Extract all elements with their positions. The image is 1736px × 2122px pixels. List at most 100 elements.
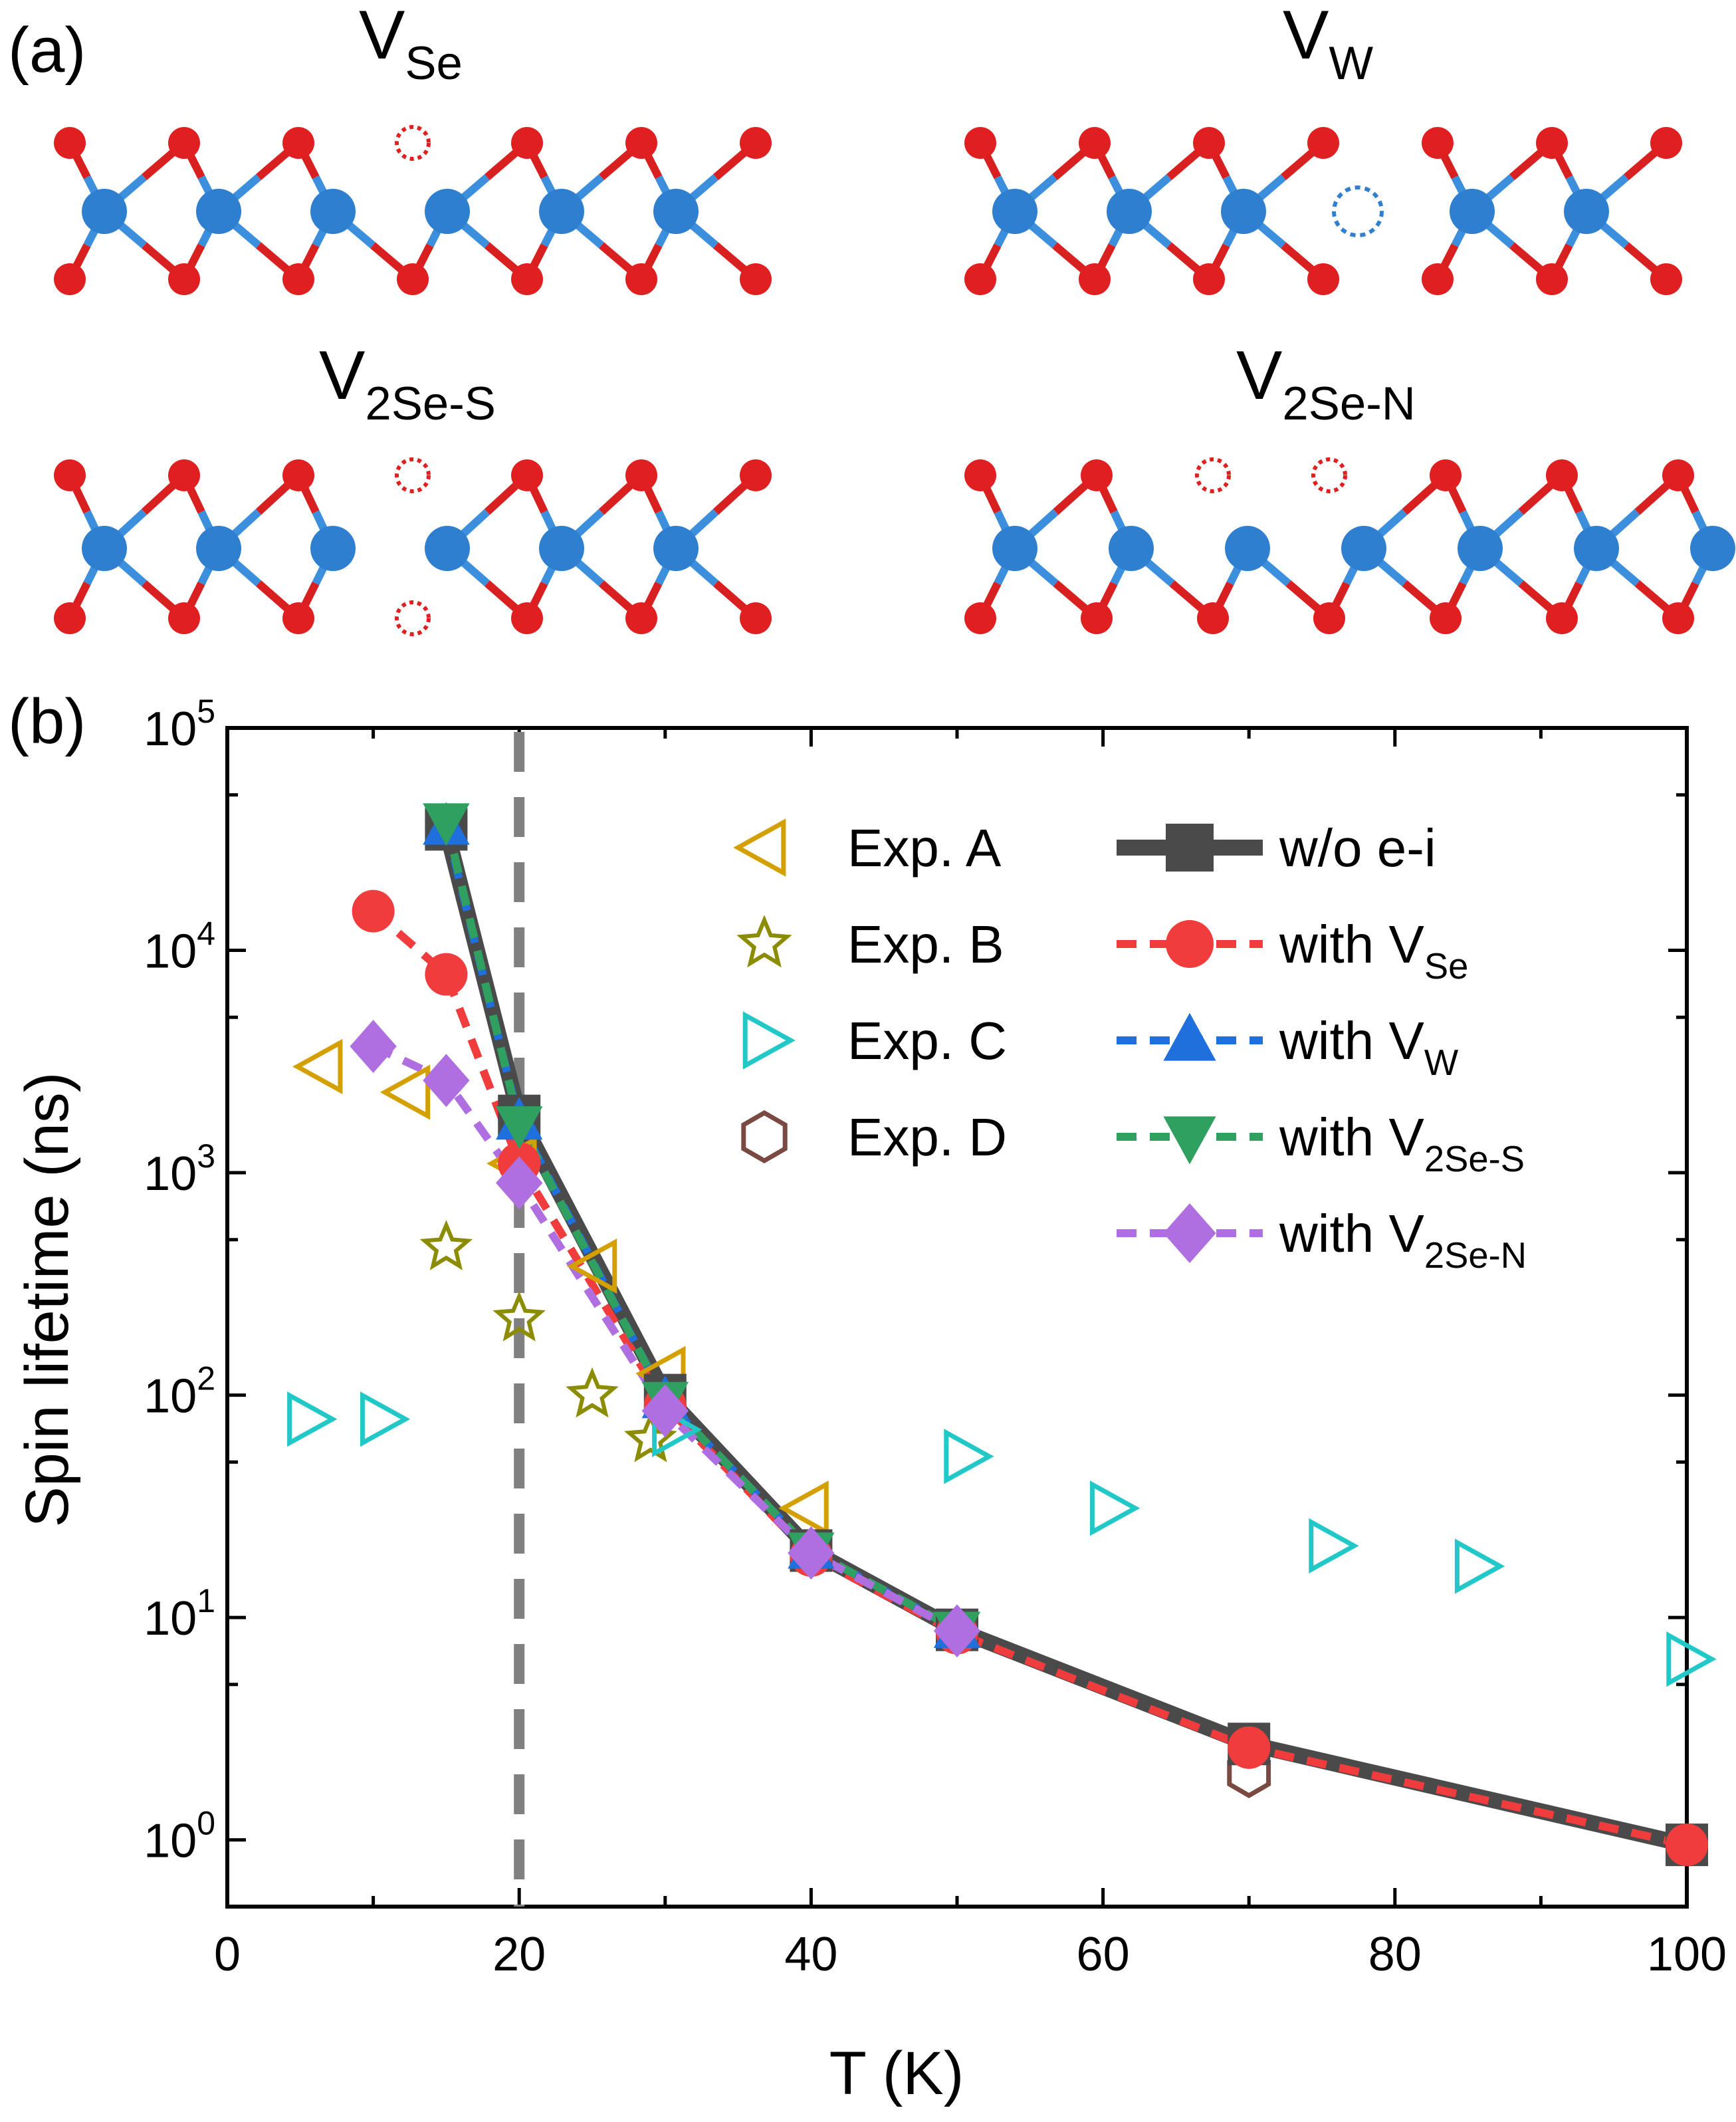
- chalcogen-atom: [54, 459, 86, 491]
- legend-label-with-VW-base: with V: [1279, 1011, 1424, 1070]
- y-tick-base: 10: [144, 1370, 197, 1423]
- chalcogen-atom: [282, 459, 314, 491]
- structure-label-VW-sub: W: [1329, 37, 1373, 89]
- marker-Exp--B: [566, 1367, 619, 1418]
- chalcogen-atom: [740, 459, 772, 491]
- x-tick-label: 20: [492, 1928, 546, 1981]
- series-line-with-VSe: [370, 908, 1688, 1849]
- legend-label-with-VW: with VW: [1279, 1011, 1459, 1083]
- marker-with-VSe: [1666, 1824, 1708, 1867]
- defect-structures: [54, 125, 1735, 636]
- marker-Exp--C: [1089, 1480, 1140, 1536]
- marker-with-V2Se-N: [933, 1604, 981, 1658]
- structure-label-V2Se-N-base: V: [1236, 337, 1282, 414]
- x-tick-label: 80: [1368, 1928, 1422, 1981]
- legend-label-with-VSe-sub: Se: [1424, 946, 1469, 987]
- metal-atom: [310, 189, 356, 234]
- chalcogen-atom: [1307, 263, 1339, 295]
- chalcogen-atom: [511, 127, 543, 159]
- legend-label-Exp--A: Exp. A: [847, 818, 1002, 878]
- legend-label-with-VW-sub: W: [1424, 1042, 1459, 1083]
- structure-V2Se-N: [964, 457, 1735, 634]
- x-tick-label: 100: [1647, 1928, 1727, 1981]
- chalcogen-atom: [1081, 602, 1113, 634]
- legend-marker-Exp--C: [742, 1011, 796, 1070]
- marker-with-V2Se-N: [788, 1526, 835, 1580]
- legend-marker-with-VSe: [1166, 920, 1214, 968]
- chalcogen-atom: [54, 127, 86, 159]
- legend-marker-Exp--B: [736, 915, 792, 968]
- chalcogen-atom: [625, 263, 657, 295]
- chalcogen-atom: [511, 459, 543, 491]
- y-tick-exp: 2: [197, 1360, 215, 1397]
- structure-label-V2Se-N: V2Se-N: [1236, 337, 1416, 429]
- marker-with-V2Se-N: [423, 1054, 470, 1108]
- legend-label-Exp--C: Exp. C: [847, 1011, 1007, 1070]
- chalcogen-atom: [282, 127, 314, 159]
- marker-Exp--A: [380, 1064, 431, 1120]
- marker-with-VSe: [425, 953, 468, 996]
- legend-label-w-o-e-i-base: w/o e-i: [1279, 818, 1436, 878]
- y-tick-label: 103: [144, 1137, 215, 1201]
- chalcogen-atom: [54, 263, 86, 295]
- chalcogen-atom: [740, 602, 772, 634]
- marker-with-V2Se-N: [641, 1384, 689, 1438]
- chalcogen-atom: [1662, 602, 1694, 634]
- chalcogen-atom: [1079, 127, 1111, 159]
- metal-atom: [653, 526, 699, 571]
- chalcogen-atom: [1662, 459, 1694, 491]
- legend-marker-Exp--D: [741, 1110, 788, 1164]
- chalcogen-atom: [1197, 602, 1229, 634]
- legend-label-with-V2Se-N-base: with V: [1279, 1204, 1424, 1263]
- y-tick-exp: 5: [197, 693, 215, 730]
- y-tick-label: 101: [144, 1582, 215, 1645]
- x-tick-label: 40: [784, 1928, 837, 1981]
- legend-label-w-o-e-i: w/o e-i: [1279, 818, 1436, 878]
- structure-label-VSe: VSe: [359, 0, 463, 89]
- marker-with-V2Se-N: [496, 1156, 543, 1210]
- y-tick-base: 10: [144, 1147, 197, 1201]
- metal-atom: [1109, 526, 1154, 571]
- chalcogen-atom: [1313, 602, 1345, 634]
- metal-atom: [1690, 526, 1735, 571]
- y-tick-base: 10: [144, 1592, 197, 1645]
- marker-Exp--C: [1454, 1538, 1505, 1594]
- legend-label-with-VSe: with VSe: [1279, 915, 1468, 987]
- vacancy-chalcogen: [395, 600, 431, 636]
- marker-with-V2Se-N: [350, 1020, 397, 1073]
- metal-atom: [196, 189, 241, 234]
- chalcogen-atom: [1546, 602, 1578, 634]
- marker-Exp--C: [1309, 1518, 1359, 1574]
- metal-atom: [992, 189, 1037, 234]
- chalcogen-atom: [54, 602, 86, 634]
- metal-atom: [82, 189, 127, 234]
- legend-marker-with-VW: [1163, 1012, 1216, 1061]
- chalcogen-atom: [964, 602, 996, 634]
- chalcogen-atom: [1430, 602, 1462, 634]
- legend-label-Exp--B: Exp. B: [847, 915, 1004, 974]
- chalcogen-atom: [625, 459, 657, 491]
- vacancy-chalcogen: [1311, 457, 1347, 493]
- y-tick-base: 10: [144, 1815, 197, 1868]
- marker-Exp--C: [944, 1429, 994, 1484]
- y-tick-label: 104: [144, 915, 215, 979]
- structure-label-VSe-base: V: [359, 0, 405, 74]
- metal-atom: [1341, 526, 1386, 571]
- y-tick-exp: 1: [197, 1582, 215, 1619]
- panel-a-label: (a): [8, 15, 86, 86]
- legend-marker-w-o-e-i: [1166, 824, 1214, 872]
- vacancy-chalcogen: [395, 125, 431, 161]
- chalcogen-atom: [1536, 127, 1568, 159]
- chalcogen-atom: [1422, 127, 1454, 159]
- metal-atom: [653, 189, 699, 234]
- marker-Exp--B: [492, 1291, 546, 1342]
- metal-atom: [1450, 189, 1495, 234]
- y-tick-exp: 4: [197, 915, 215, 953]
- marker-Exp--C: [287, 1391, 338, 1447]
- chalcogen-atom: [1193, 127, 1225, 159]
- chalcogen-atom: [625, 127, 657, 159]
- data-markers: [287, 802, 1717, 1867]
